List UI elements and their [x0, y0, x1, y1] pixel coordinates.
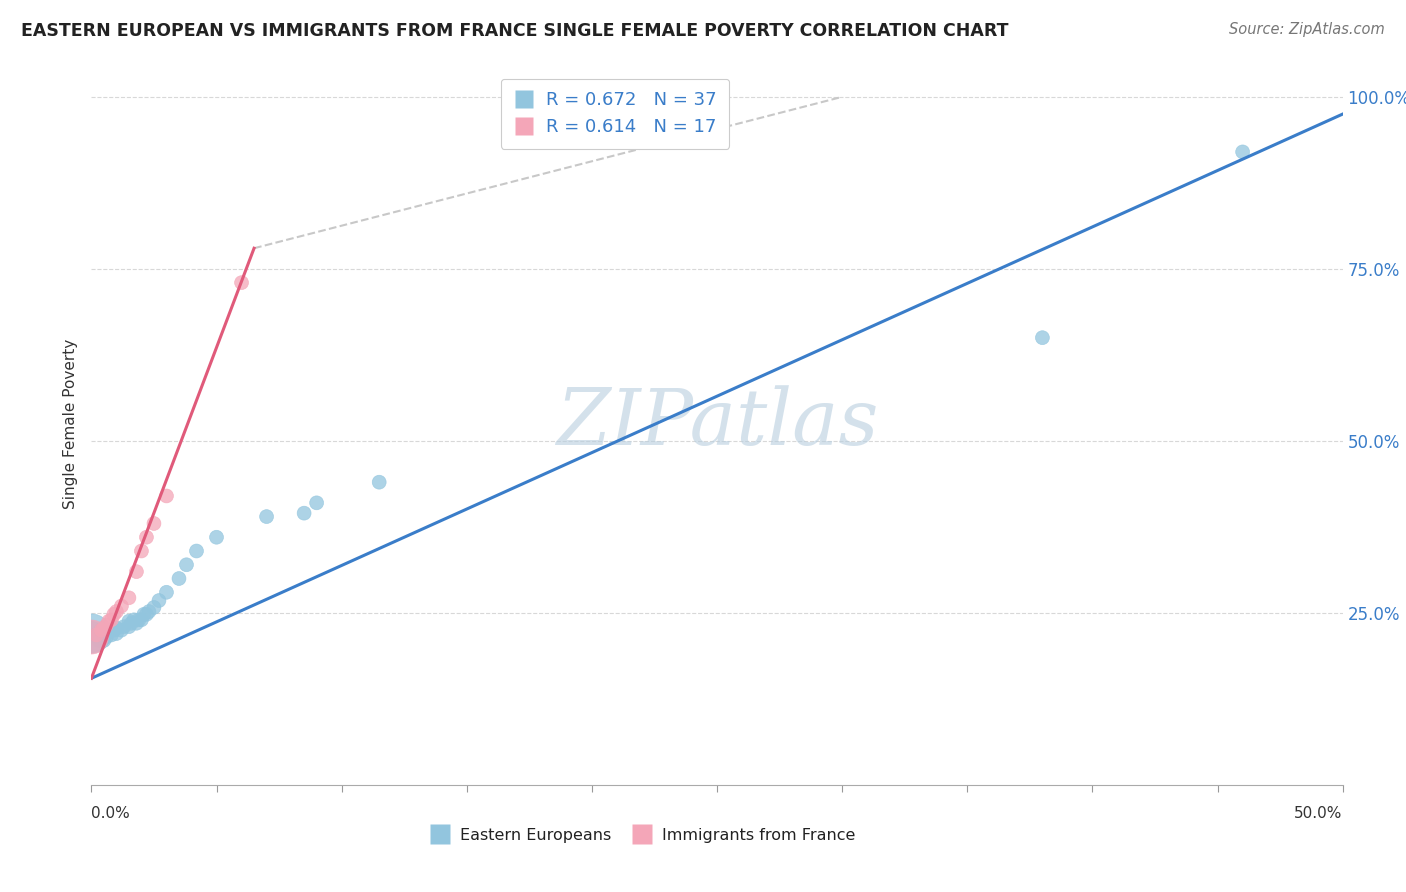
Point	[125, 565, 148, 579]
Point	[96, 630, 118, 644]
Point	[128, 613, 150, 627]
Point	[305, 496, 328, 510]
Point	[97, 614, 120, 628]
Point	[103, 623, 125, 637]
Y-axis label: Single Female Poverty: Single Female Poverty	[62, 339, 77, 508]
Point	[125, 616, 148, 631]
Text: 0.0%: 0.0%	[91, 806, 131, 821]
Point	[96, 618, 118, 632]
Point	[155, 585, 177, 599]
Point	[90, 630, 112, 644]
Point	[186, 544, 208, 558]
Point	[110, 599, 132, 613]
Point	[256, 509, 278, 524]
Point	[86, 628, 108, 642]
Point	[80, 626, 103, 640]
Point	[100, 628, 122, 642]
Point	[1232, 145, 1254, 159]
Text: Source: ZipAtlas.com: Source: ZipAtlas.com	[1229, 22, 1385, 37]
Point	[105, 626, 128, 640]
Point	[143, 516, 166, 531]
Point	[112, 620, 135, 634]
Point	[155, 489, 177, 503]
Point	[86, 628, 108, 642]
Point	[231, 276, 253, 290]
Legend: Eastern Europeans, Immigrants from France: Eastern Europeans, Immigrants from Franc…	[422, 822, 862, 849]
Point	[105, 605, 128, 619]
Point	[205, 530, 228, 544]
Point	[80, 630, 103, 644]
Point	[131, 544, 153, 558]
Point	[135, 607, 157, 622]
Point	[100, 613, 122, 627]
Point	[93, 633, 115, 648]
Point	[132, 607, 155, 622]
Point	[96, 626, 118, 640]
Point	[118, 591, 141, 605]
Point	[80, 630, 103, 644]
Point	[122, 613, 145, 627]
Point	[120, 616, 142, 631]
Point	[1031, 331, 1053, 345]
Point	[143, 600, 166, 615]
Point	[93, 621, 115, 635]
Point	[148, 593, 170, 607]
Point	[292, 506, 315, 520]
Point	[368, 475, 391, 490]
Point	[131, 613, 153, 627]
Point	[135, 530, 157, 544]
Point	[167, 572, 190, 586]
Point	[118, 614, 141, 628]
Text: 50.0%: 50.0%	[1295, 806, 1343, 821]
Point	[103, 607, 125, 622]
Point	[110, 623, 132, 637]
Point	[87, 633, 110, 648]
Point	[105, 621, 128, 635]
Point	[118, 620, 141, 634]
Point	[176, 558, 198, 572]
Point	[138, 605, 160, 619]
Point	[90, 623, 112, 637]
Text: ZIPatlas: ZIPatlas	[555, 385, 879, 462]
Text: EASTERN EUROPEAN VS IMMIGRANTS FROM FRANCE SINGLE FEMALE POVERTY CORRELATION CHA: EASTERN EUROPEAN VS IMMIGRANTS FROM FRAN…	[21, 22, 1008, 40]
